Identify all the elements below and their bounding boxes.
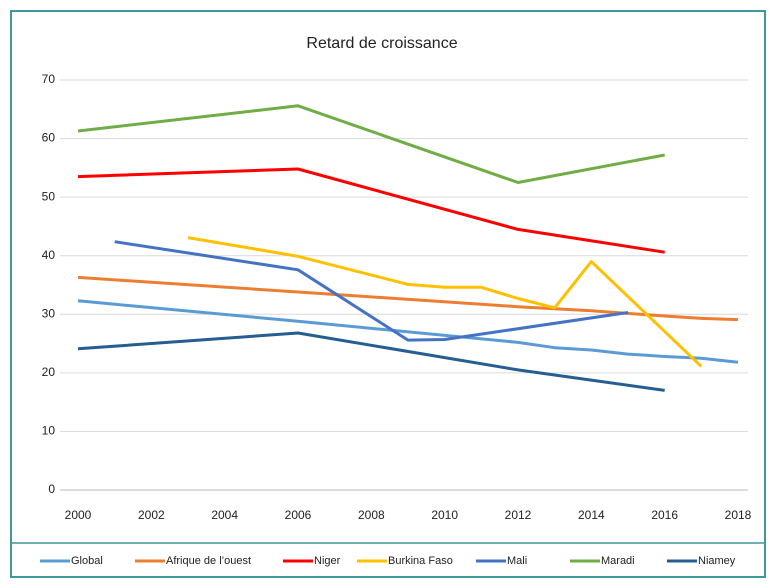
series-line bbox=[77, 104, 665, 184]
chart-title: Retard de croissance bbox=[306, 35, 457, 52]
x-tick-label: 2012 bbox=[505, 508, 532, 522]
x-tick-label: 2018 bbox=[725, 508, 752, 522]
y-tick-label: 70 bbox=[42, 72, 56, 86]
legend-label: Afrique de l’ouest bbox=[166, 555, 251, 567]
y-tick-label: 30 bbox=[42, 306, 56, 320]
x-tick-label: 2014 bbox=[578, 508, 605, 522]
legend-label: Mali bbox=[507, 555, 527, 567]
x-tick-label: 2006 bbox=[285, 508, 312, 522]
series-line bbox=[77, 167, 665, 254]
x-tick-label: 2008 bbox=[358, 508, 385, 522]
y-tick-label: 40 bbox=[42, 248, 56, 262]
series-line bbox=[77, 275, 739, 322]
x-tick-label: 2010 bbox=[431, 508, 458, 522]
series-line bbox=[114, 240, 629, 342]
x-tick-label: 2000 bbox=[65, 508, 92, 522]
legend-label: Burkina Faso bbox=[388, 555, 453, 567]
legend-label: Niamey bbox=[698, 555, 736, 567]
legend-label: Niger bbox=[314, 555, 341, 567]
legend-label: Maradi bbox=[601, 555, 635, 567]
series-line bbox=[77, 331, 665, 392]
series-line bbox=[187, 236, 703, 368]
chart-frame bbox=[10, 10, 766, 578]
legend-label: Global bbox=[71, 555, 103, 567]
series-line bbox=[77, 299, 739, 364]
y-tick-label: 60 bbox=[42, 131, 56, 145]
y-tick-label: 20 bbox=[42, 365, 56, 379]
y-tick-label: 10 bbox=[42, 424, 56, 438]
x-tick-label: 2016 bbox=[651, 508, 678, 522]
x-tick-label: 2004 bbox=[211, 508, 238, 522]
x-tick-label: 2002 bbox=[138, 508, 165, 522]
y-tick-label: 50 bbox=[42, 189, 56, 203]
y-tick-label: 0 bbox=[48, 482, 55, 496]
